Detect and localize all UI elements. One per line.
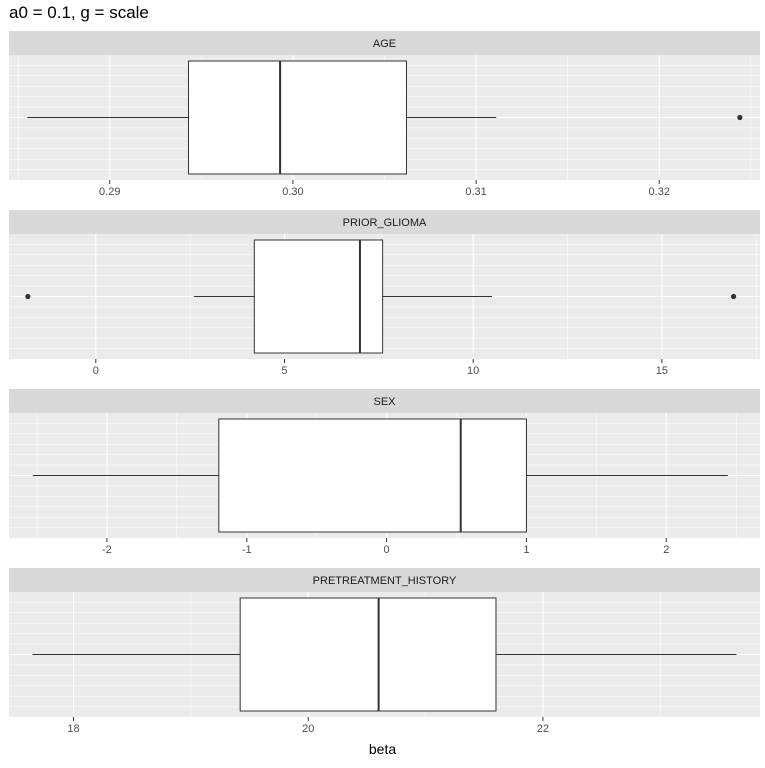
x-tick-label: 20: [302, 723, 314, 735]
x-tick-label: 1: [523, 544, 529, 556]
x-tick-label: -1: [242, 544, 252, 556]
facet-strip-label: SEX: [373, 396, 396, 408]
x-tick-label: 0.30: [282, 186, 303, 198]
x-tick-label: 18: [67, 723, 79, 735]
x-tick-label: 15: [656, 365, 668, 377]
box-iqr: [218, 418, 527, 533]
facet-strip: [9, 31, 760, 55]
box-iqr: [188, 60, 407, 175]
x-axis-label: beta: [368, 741, 397, 757]
facet-strip: [9, 210, 760, 234]
x-tick-label: 5: [281, 365, 287, 377]
outlier-point: [730, 293, 737, 300]
chart-title: a0 = 0.1, g = scale: [9, 3, 149, 22]
x-tick-label: 0.31: [465, 186, 486, 198]
box-iqr: [253, 239, 384, 354]
box-iqr: [239, 597, 497, 712]
facet-strip-label: AGE: [373, 38, 396, 50]
x-tick-label: -2: [102, 544, 112, 556]
x-tick-label: 0: [384, 544, 390, 556]
facet-strip-label: PRETREATMENT_HISTORY: [313, 575, 457, 587]
x-tick-label: 2: [663, 544, 669, 556]
facet-strip: [9, 389, 760, 413]
facet-strip-label: PRIOR_GLIOMA: [343, 217, 427, 229]
outlier-point: [25, 293, 31, 300]
x-tick-label: 0.32: [649, 186, 670, 198]
x-tick-label: 0: [93, 365, 99, 377]
x-tick-label: 22: [537, 723, 549, 735]
facet-strip: [9, 568, 760, 592]
x-tick-label: 10: [467, 365, 479, 377]
outlier-point: [737, 114, 743, 121]
x-tick-label: 0.29: [99, 186, 120, 198]
